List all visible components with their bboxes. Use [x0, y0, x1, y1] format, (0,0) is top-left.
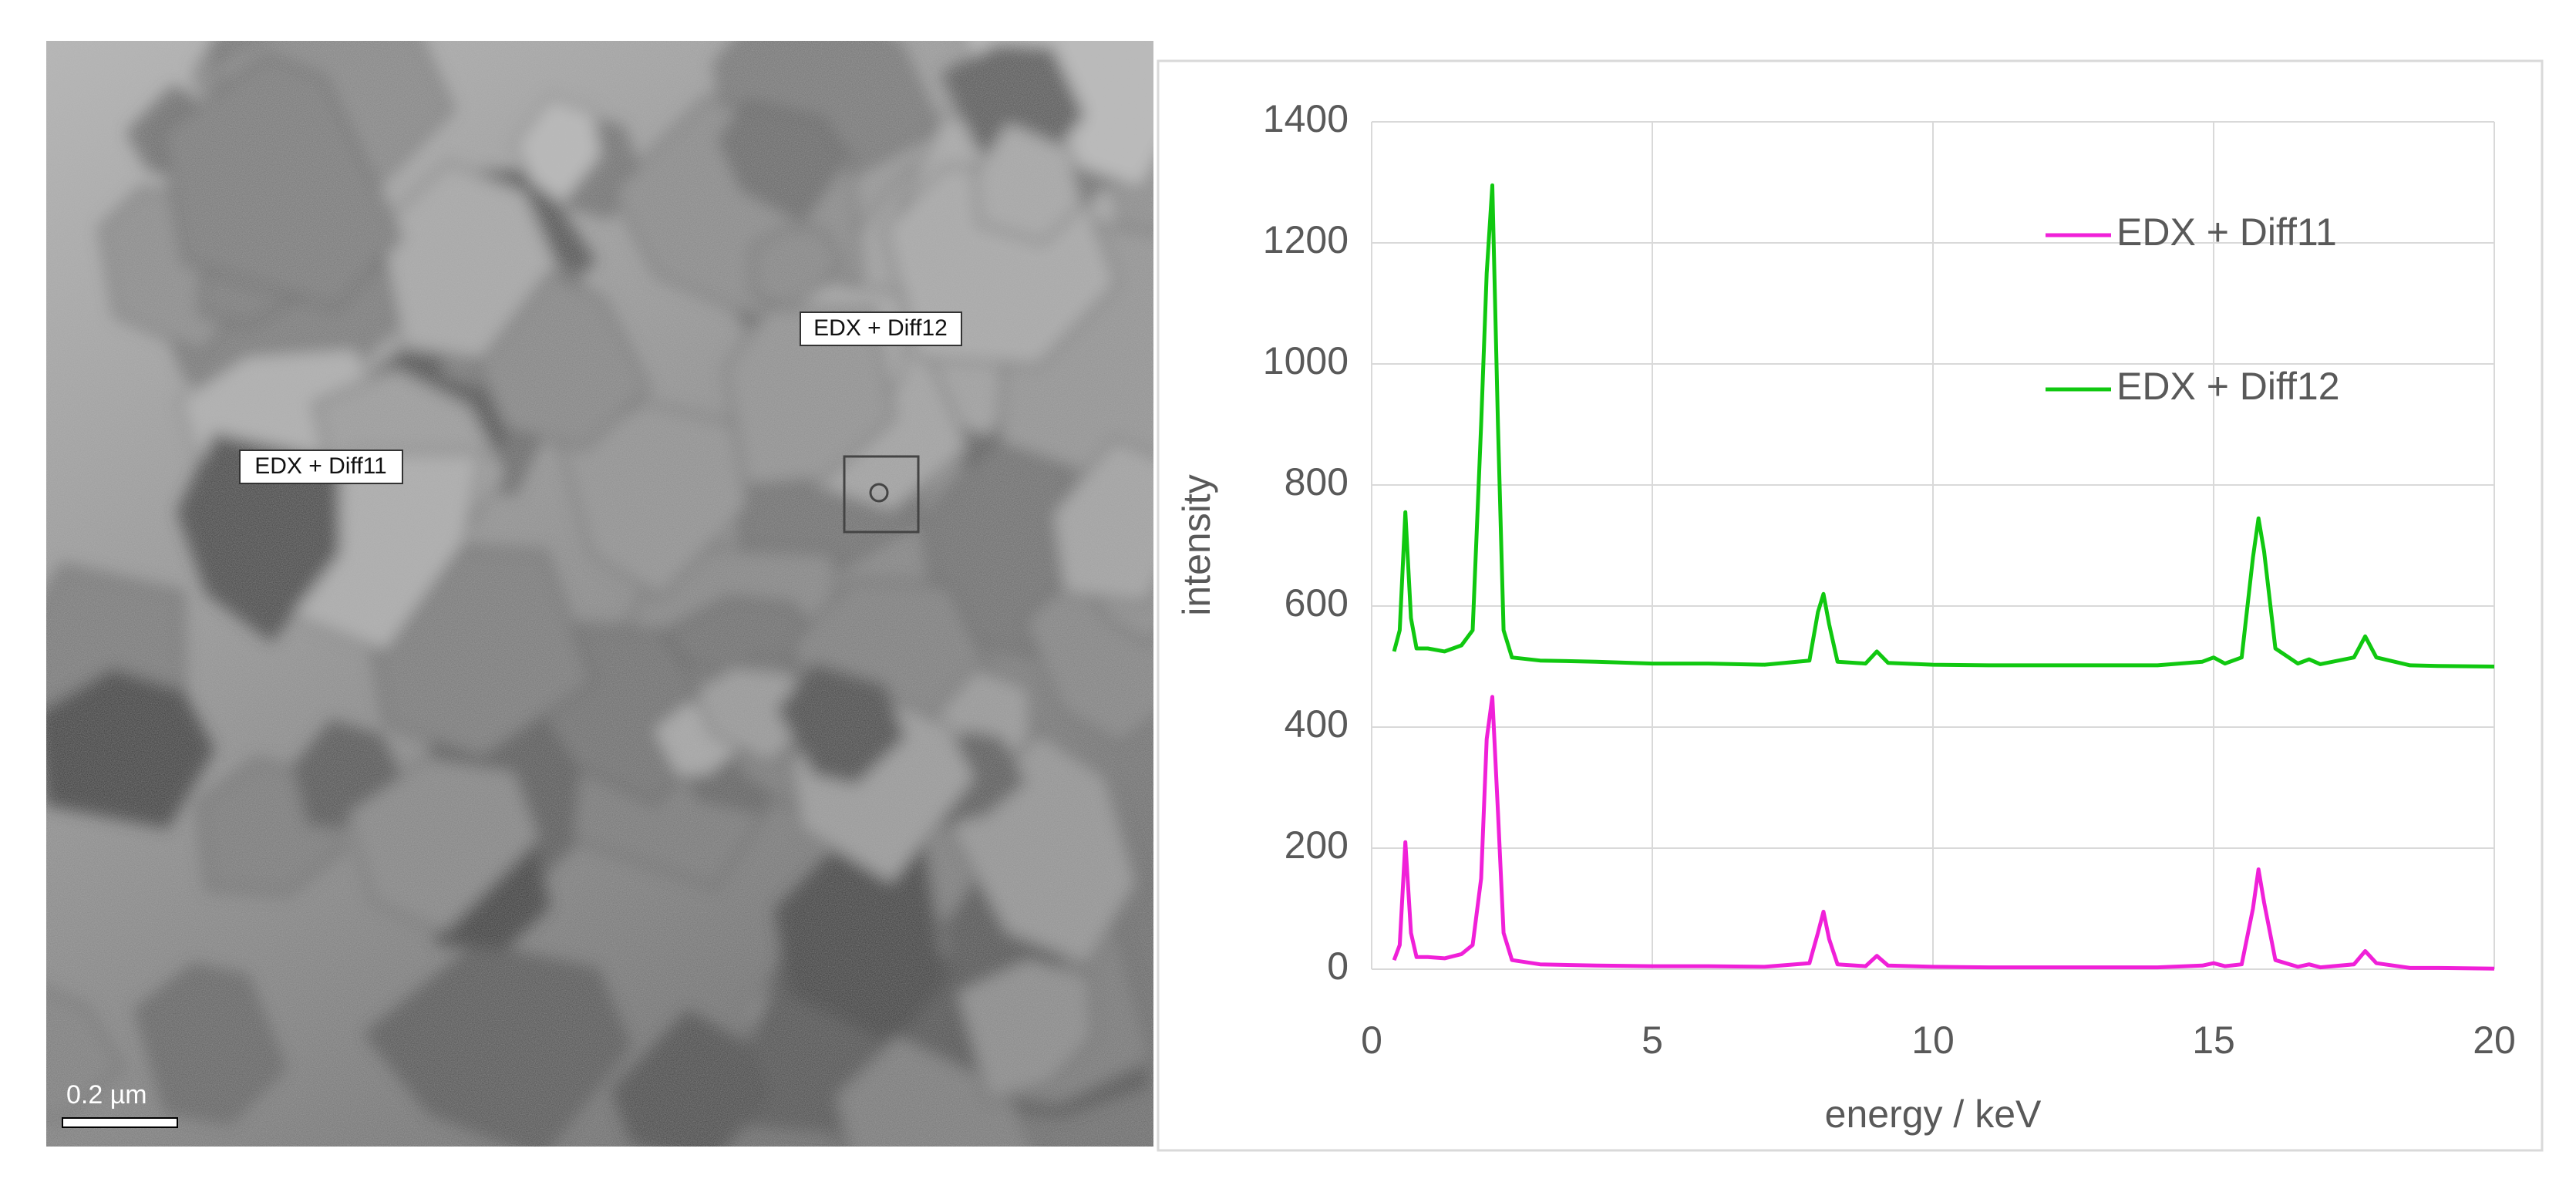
x-tick-label: 0 — [1361, 1019, 1382, 1062]
label-box — [800, 311, 962, 346]
x-tick-label: 15 — [2192, 1019, 2235, 1062]
y-tick-label: 200 — [1285, 823, 1349, 867]
legend-label: EDX + Diff11 — [2116, 210, 2337, 254]
legend-label: EDX + Diff12 — [2116, 365, 2340, 408]
label-box — [239, 450, 403, 484]
x-axis-label: energy / keV — [1825, 1093, 2042, 1136]
data-line — [1392, 695, 2495, 971]
image-label: EDX + Diff12 — [813, 315, 948, 341]
probe-spot — [869, 483, 889, 503]
y-tick-label: 1200 — [1263, 218, 1349, 261]
micrograph: EDX + Diff11 EDX + Diff12 0.2 µm — [46, 41, 1153, 1147]
image-label: EDX + Diff11 — [254, 453, 386, 479]
x-tick-label: 20 — [2473, 1019, 2516, 1062]
data-line — [1392, 183, 2495, 668]
y-axis-label: intensity — [1175, 474, 1218, 615]
y-tick-label: 0 — [1327, 945, 1349, 988]
scale-bar — [62, 1117, 178, 1128]
x-tick-label: 5 — [1642, 1019, 1663, 1062]
x-tick-label: 10 — [1911, 1019, 1955, 1062]
scale-bar-label: 0.2 µm — [66, 1080, 147, 1110]
y-tick-label: 400 — [1285, 702, 1349, 746]
y-tick-label: 1400 — [1263, 97, 1349, 140]
y-tick-label: 800 — [1285, 460, 1349, 503]
probe-square — [843, 455, 920, 534]
y-tick-label: 1000 — [1263, 339, 1349, 382]
y-tick-label: 600 — [1285, 581, 1349, 625]
